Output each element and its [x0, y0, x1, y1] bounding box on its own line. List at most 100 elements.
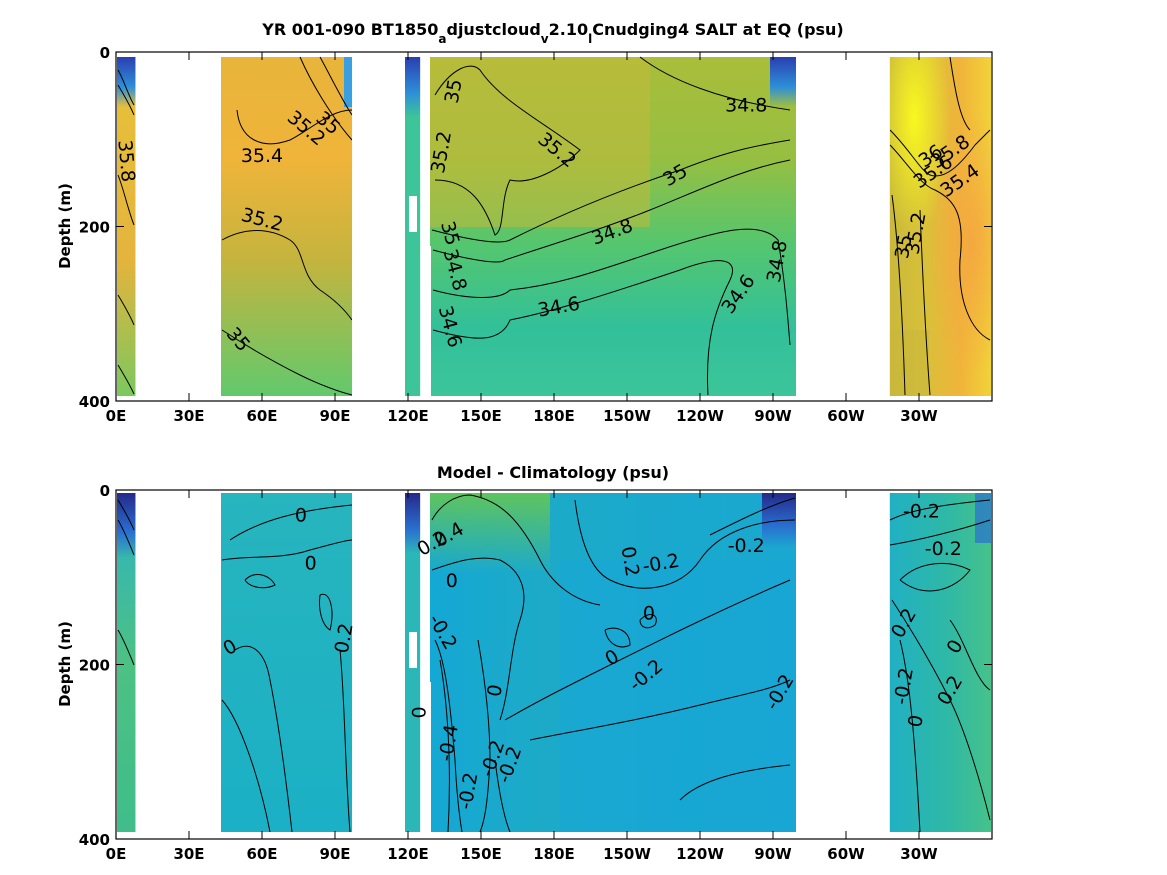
- contour-line: [494, 759, 511, 833]
- contour-label: 0: [483, 683, 507, 699]
- contour-label: 35: [891, 233, 917, 261]
- contour-line: [299, 56, 353, 141]
- ocean-indian: [221, 493, 355, 832]
- contour-line: [504, 579, 791, 721]
- contour-line: [709, 497, 796, 536]
- x-tick-label: 150W: [603, 845, 651, 863]
- x-tick-label: 30E: [173, 407, 204, 425]
- contour-line: [117, 84, 135, 116]
- contour-line: [319, 593, 333, 631]
- y-axis-label: Depth (m): [56, 621, 74, 707]
- contour-line: [439, 659, 450, 833]
- contour-line: [339, 649, 351, 833]
- ocean-pacific-central: [560, 560, 796, 832]
- x-tick-label: 90W: [754, 407, 792, 425]
- contour-line: [889, 129, 991, 177]
- contour-line: [221, 539, 353, 561]
- land-mask: [420, 491, 430, 838]
- y-tick-label: 0: [100, 44, 110, 62]
- salt-contours: [117, 56, 991, 396]
- x-tick-label: 60E: [246, 407, 277, 425]
- contour-line: [117, 294, 135, 326]
- contour-line: [889, 144, 991, 341]
- contour-label: 0: [305, 553, 317, 575]
- contour-line: [432, 260, 733, 396]
- contour-label: 0: [409, 706, 431, 718]
- contour-line: [244, 574, 276, 589]
- contour-line: [236, 109, 353, 145]
- contour-labels: 000 0.20.40.20-0.20-0.40.2-0.2-0.200 -0.20…: [219, 500, 967, 811]
- contour-line: [949, 56, 971, 131]
- x-tick-label: 120W: [676, 845, 724, 863]
- ocean-west-blue: [117, 57, 136, 107]
- x-axis: 0E 30E 60E 90E 120E 150E 180E 150W 120W 90W 60W 30W: [106, 490, 938, 863]
- contour-line: [221, 329, 353, 396]
- x-tick-label: 60W: [827, 407, 865, 425]
- y-tick-label: 200: [79, 657, 110, 675]
- land-mask: [797, 53, 890, 400]
- difference-panel-title: Model - Climatology (psu): [437, 463, 669, 482]
- contour-line: [604, 627, 631, 648]
- contour-line: [229, 504, 353, 541]
- land-mask: [135, 491, 221, 838]
- difference-field: [117, 493, 991, 832]
- x-tick-label: 120E: [387, 845, 429, 863]
- y-axis: 0 200 400: [79, 482, 992, 849]
- contour-line: [891, 599, 991, 821]
- contour-line: [431, 139, 791, 243]
- x-tick-label: 0E: [106, 845, 127, 863]
- contour-line: [117, 629, 135, 666]
- ocean-atlantic-bottom: [889, 330, 929, 396]
- contour-label: -0.2: [925, 538, 962, 560]
- land-mask: [352, 491, 404, 838]
- land-gaps: [135, 491, 890, 838]
- land-gap-patch-1: [409, 196, 417, 232]
- salt-panel-title: YR 001-090 BT1850adjustcloudv2.10lCnudgi…: [261, 20, 844, 46]
- y-tick-label: 0: [100, 482, 110, 500]
- x-tick-label: 60W: [827, 845, 865, 863]
- x-tick-label: 180E: [533, 407, 575, 425]
- difference-panel: Model - Climatology (psu): [56, 463, 993, 863]
- contour-label: 35: [441, 77, 467, 105]
- y-tick-label: 400: [79, 393, 110, 411]
- ocean-atlantic: [889, 493, 991, 832]
- contour-label: -0.2: [903, 500, 940, 522]
- contour-line: [574, 499, 796, 589]
- contour-label: 0.2: [616, 545, 643, 579]
- ocean-west-blue: [117, 493, 136, 558]
- y-axis: 0 200 400: [79, 44, 992, 411]
- ocean-west-africa: [117, 493, 136, 832]
- contour-line: [221, 699, 271, 833]
- x-tick-label: 120W: [676, 407, 724, 425]
- x-tick-label: 90E: [319, 407, 350, 425]
- land-mask: [420, 53, 430, 400]
- contour-line: [919, 209, 931, 396]
- contour-label: 34.8: [725, 95, 767, 117]
- contour-line: [899, 562, 971, 592]
- contour-line: [431, 494, 601, 606]
- contour-label: 0: [295, 505, 307, 527]
- y-axis-label: Depth (m): [56, 183, 74, 269]
- contour-line: [639, 614, 657, 629]
- contour-line: [432, 159, 791, 263]
- contour-line: [891, 194, 906, 396]
- contour-line: [117, 69, 135, 106]
- land-mask: [135, 53, 221, 400]
- salt-field: [117, 57, 991, 396]
- contour-label: 0: [446, 570, 458, 592]
- contour-line: [434, 65, 581, 236]
- ocean-indian-east-edge: [344, 57, 354, 107]
- contour-line: [949, 619, 991, 691]
- x-tick-label: 180E: [533, 845, 575, 863]
- contour-line: [117, 519, 135, 556]
- y-tick-label: 200: [79, 219, 110, 237]
- land-mask: [352, 53, 404, 400]
- contour-label: -0.2: [728, 535, 765, 557]
- y-tick-label: 400: [79, 831, 110, 849]
- x-tick-label: 30W: [900, 845, 938, 863]
- contour-label: 35.4: [241, 145, 283, 167]
- ocean-maritime-blue: [405, 57, 425, 117]
- contour-line: [899, 639, 921, 833]
- ocean-pacific-warm: [430, 57, 650, 227]
- x-tick-label: 120E: [387, 407, 429, 425]
